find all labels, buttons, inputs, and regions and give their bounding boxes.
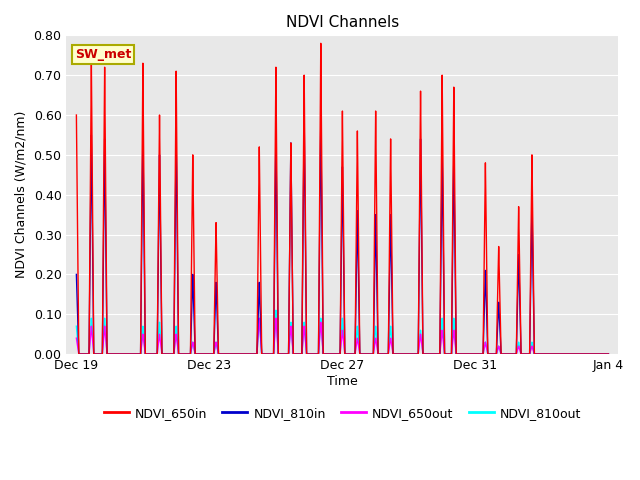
Title: NDVI Channels: NDVI Channels xyxy=(286,15,399,30)
X-axis label: Time: Time xyxy=(327,375,358,388)
Y-axis label: NDVI Channels (W/m2/nm): NDVI Channels (W/m2/nm) xyxy=(15,111,28,278)
Legend: NDVI_650in, NDVI_810in, NDVI_650out, NDVI_810out: NDVI_650in, NDVI_810in, NDVI_650out, NDV… xyxy=(99,402,586,425)
Text: SW_met: SW_met xyxy=(75,48,131,61)
